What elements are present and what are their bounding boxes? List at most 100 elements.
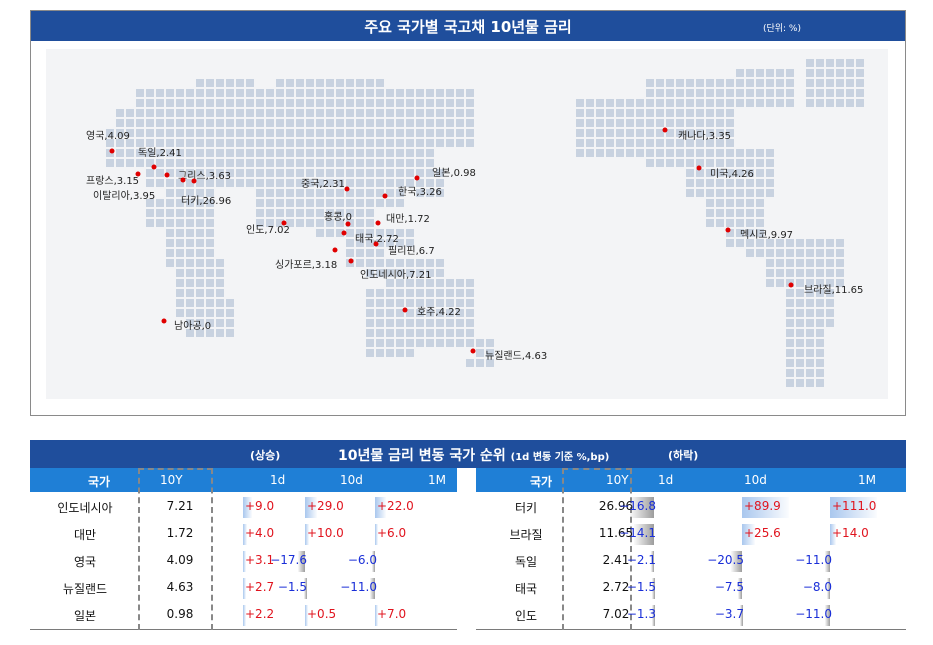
- map-land-tile: [176, 139, 184, 147]
- map-land-tile: [446, 109, 454, 117]
- map-land-tile: [176, 199, 184, 207]
- map-land-tile: [266, 199, 274, 207]
- map-land-tile: [346, 109, 354, 117]
- map-land-tile: [346, 139, 354, 147]
- map-land-tile: [606, 139, 614, 147]
- map-land-tile: [396, 109, 404, 117]
- map-land-tile: [206, 199, 214, 207]
- map-land-tile: [356, 209, 364, 217]
- map-land-tile: [386, 139, 394, 147]
- map-land-tile: [216, 309, 224, 317]
- map-land-tile: [176, 109, 184, 117]
- map-land-tile: [686, 179, 694, 187]
- map-pin-label: 호주,4.22: [417, 306, 461, 318]
- map-land-tile: [186, 259, 194, 267]
- map-land-tile: [346, 199, 354, 207]
- change-1m-value: −11.0: [795, 607, 832, 621]
- map-land-tile: [246, 169, 254, 177]
- map-land-tile: [156, 169, 164, 177]
- map-land-tile: [816, 359, 824, 367]
- map-land-tile: [306, 99, 314, 107]
- map-land-tile: [186, 129, 194, 137]
- map-land-tile: [796, 279, 804, 287]
- map-land-tile: [126, 149, 134, 157]
- map-land-tile: [786, 79, 794, 87]
- map-pin: [281, 220, 287, 226]
- map-land-tile: [716, 159, 724, 167]
- map-land-tile: [146, 219, 154, 227]
- map-land-tile: [436, 89, 444, 97]
- table-row: 태국 2.72 −1.5 −7.5 −8.0: [476, 575, 906, 602]
- map-land-tile: [176, 149, 184, 157]
- map-land-tile: [436, 269, 444, 277]
- map-land-tile: [456, 309, 464, 317]
- map-land-tile: [756, 179, 764, 187]
- map-land-tile: [406, 309, 414, 317]
- map-land-tile: [156, 209, 164, 217]
- map-land-tile: [196, 79, 204, 87]
- map-land-tile: [356, 129, 364, 137]
- map-land-tile: [176, 249, 184, 257]
- map-land-tile: [826, 79, 834, 87]
- map-land-tile: [416, 169, 424, 177]
- map-land-tile: [146, 209, 154, 217]
- map-land-tile: [706, 169, 714, 177]
- map-land-tile: [586, 119, 594, 127]
- map-land-tile: [396, 319, 404, 327]
- map-land-tile: [356, 219, 364, 227]
- map-land-tile: [406, 169, 414, 177]
- map-land-tile: [256, 169, 264, 177]
- map-land-tile: [316, 109, 324, 117]
- map-land-tile: [316, 199, 324, 207]
- map-land-tile: [206, 259, 214, 267]
- map-land-tile: [576, 129, 584, 137]
- map-land-tile: [796, 289, 804, 297]
- map-land-tile: [176, 99, 184, 107]
- map-land-tile: [356, 169, 364, 177]
- map-land-tile: [456, 279, 464, 287]
- map-land-tile: [656, 89, 664, 97]
- map-land-tile: [416, 129, 424, 137]
- map-pin-label: 필리핀,6.7: [388, 245, 435, 257]
- map-land-tile: [366, 159, 374, 167]
- map-land-tile: [716, 219, 724, 227]
- map-pin-label: 중국,2.31: [301, 178, 345, 190]
- map-land-tile: [176, 189, 184, 197]
- map-land-tile: [246, 129, 254, 137]
- map-unit: (단위: %): [762, 24, 801, 34]
- map-land-tile: [406, 119, 414, 127]
- map-land-tile: [736, 79, 744, 87]
- map-land-tile: [466, 359, 474, 367]
- map-land-tile: [196, 139, 204, 147]
- map-land-tile: [266, 99, 274, 107]
- map-land-tile: [376, 149, 384, 157]
- map-land-tile: [276, 219, 284, 227]
- map-land-tile: [136, 109, 144, 117]
- map-land-tile: [186, 159, 194, 167]
- map-pin: [382, 193, 388, 199]
- map-land-tile: [346, 119, 354, 127]
- change-1d-value: +4.0: [245, 526, 275, 540]
- header-10d: 10d: [744, 473, 767, 487]
- map-land-tile: [356, 249, 364, 257]
- map-land-tile: [626, 109, 634, 117]
- map-land-tile: [166, 109, 174, 117]
- map-land-tile: [466, 309, 474, 317]
- map-land-tile: [416, 309, 424, 317]
- map-land-tile: [186, 319, 194, 327]
- map-land-tile: [296, 129, 304, 137]
- map-land-tile: [146, 199, 154, 207]
- map-land-tile: [326, 159, 334, 167]
- map-land-tile: [376, 229, 384, 237]
- map-land-tile: [716, 109, 724, 117]
- change-10d-bar: [305, 497, 317, 518]
- map-land-tile: [816, 349, 824, 357]
- change-10d-value: −20.5: [707, 553, 744, 567]
- map-land-tile: [786, 89, 794, 97]
- map-land-tile: [146, 149, 154, 157]
- map-land-tile: [376, 339, 384, 347]
- map-land-tile: [236, 109, 244, 117]
- map-land-tile: [366, 239, 374, 247]
- map-land-tile: [796, 369, 804, 377]
- map-land-tile: [816, 369, 824, 377]
